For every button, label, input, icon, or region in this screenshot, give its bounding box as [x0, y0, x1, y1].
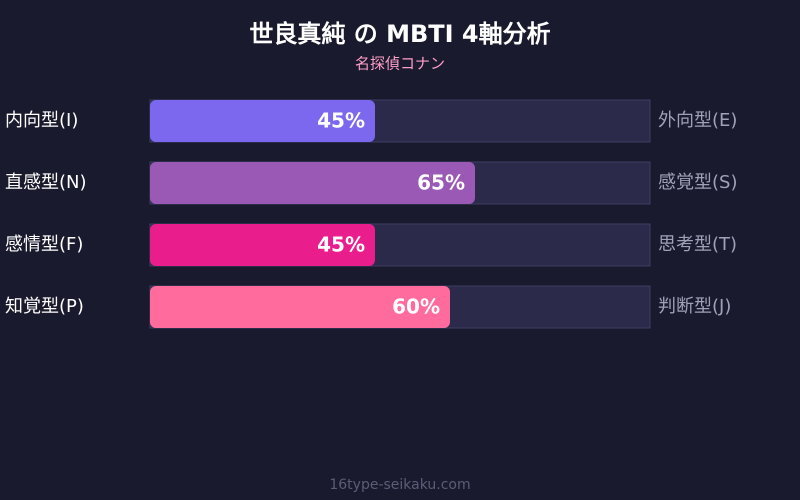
- category-label: 内向型(I): [5, 110, 78, 131]
- category-label: 感情型(F): [5, 234, 83, 255]
- opposite-label: 思考型(T): [658, 234, 737, 255]
- opposite-label: 外向型(E): [658, 110, 737, 131]
- bar: [150, 286, 450, 328]
- bar: [150, 224, 375, 266]
- value-label: 65%: [417, 171, 465, 195]
- category-label: 知覚型(P): [5, 296, 84, 317]
- bar: [150, 162, 475, 204]
- chart-title: 世良真純 の MBTI 4軸分析: [249, 20, 550, 48]
- value-label: 45%: [317, 109, 365, 133]
- footer: 16type-seikaku.com: [329, 477, 470, 493]
- category-label: 直感型(N): [5, 172, 87, 193]
- opposite-label: 感覚型(S): [658, 172, 737, 193]
- chart-subtitle: 名探偵コナン: [355, 55, 445, 73]
- value-label: 60%: [392, 295, 440, 319]
- opposite-label: 判断型(J): [658, 296, 731, 317]
- bar: [150, 100, 375, 142]
- value-label: 45%: [317, 233, 365, 257]
